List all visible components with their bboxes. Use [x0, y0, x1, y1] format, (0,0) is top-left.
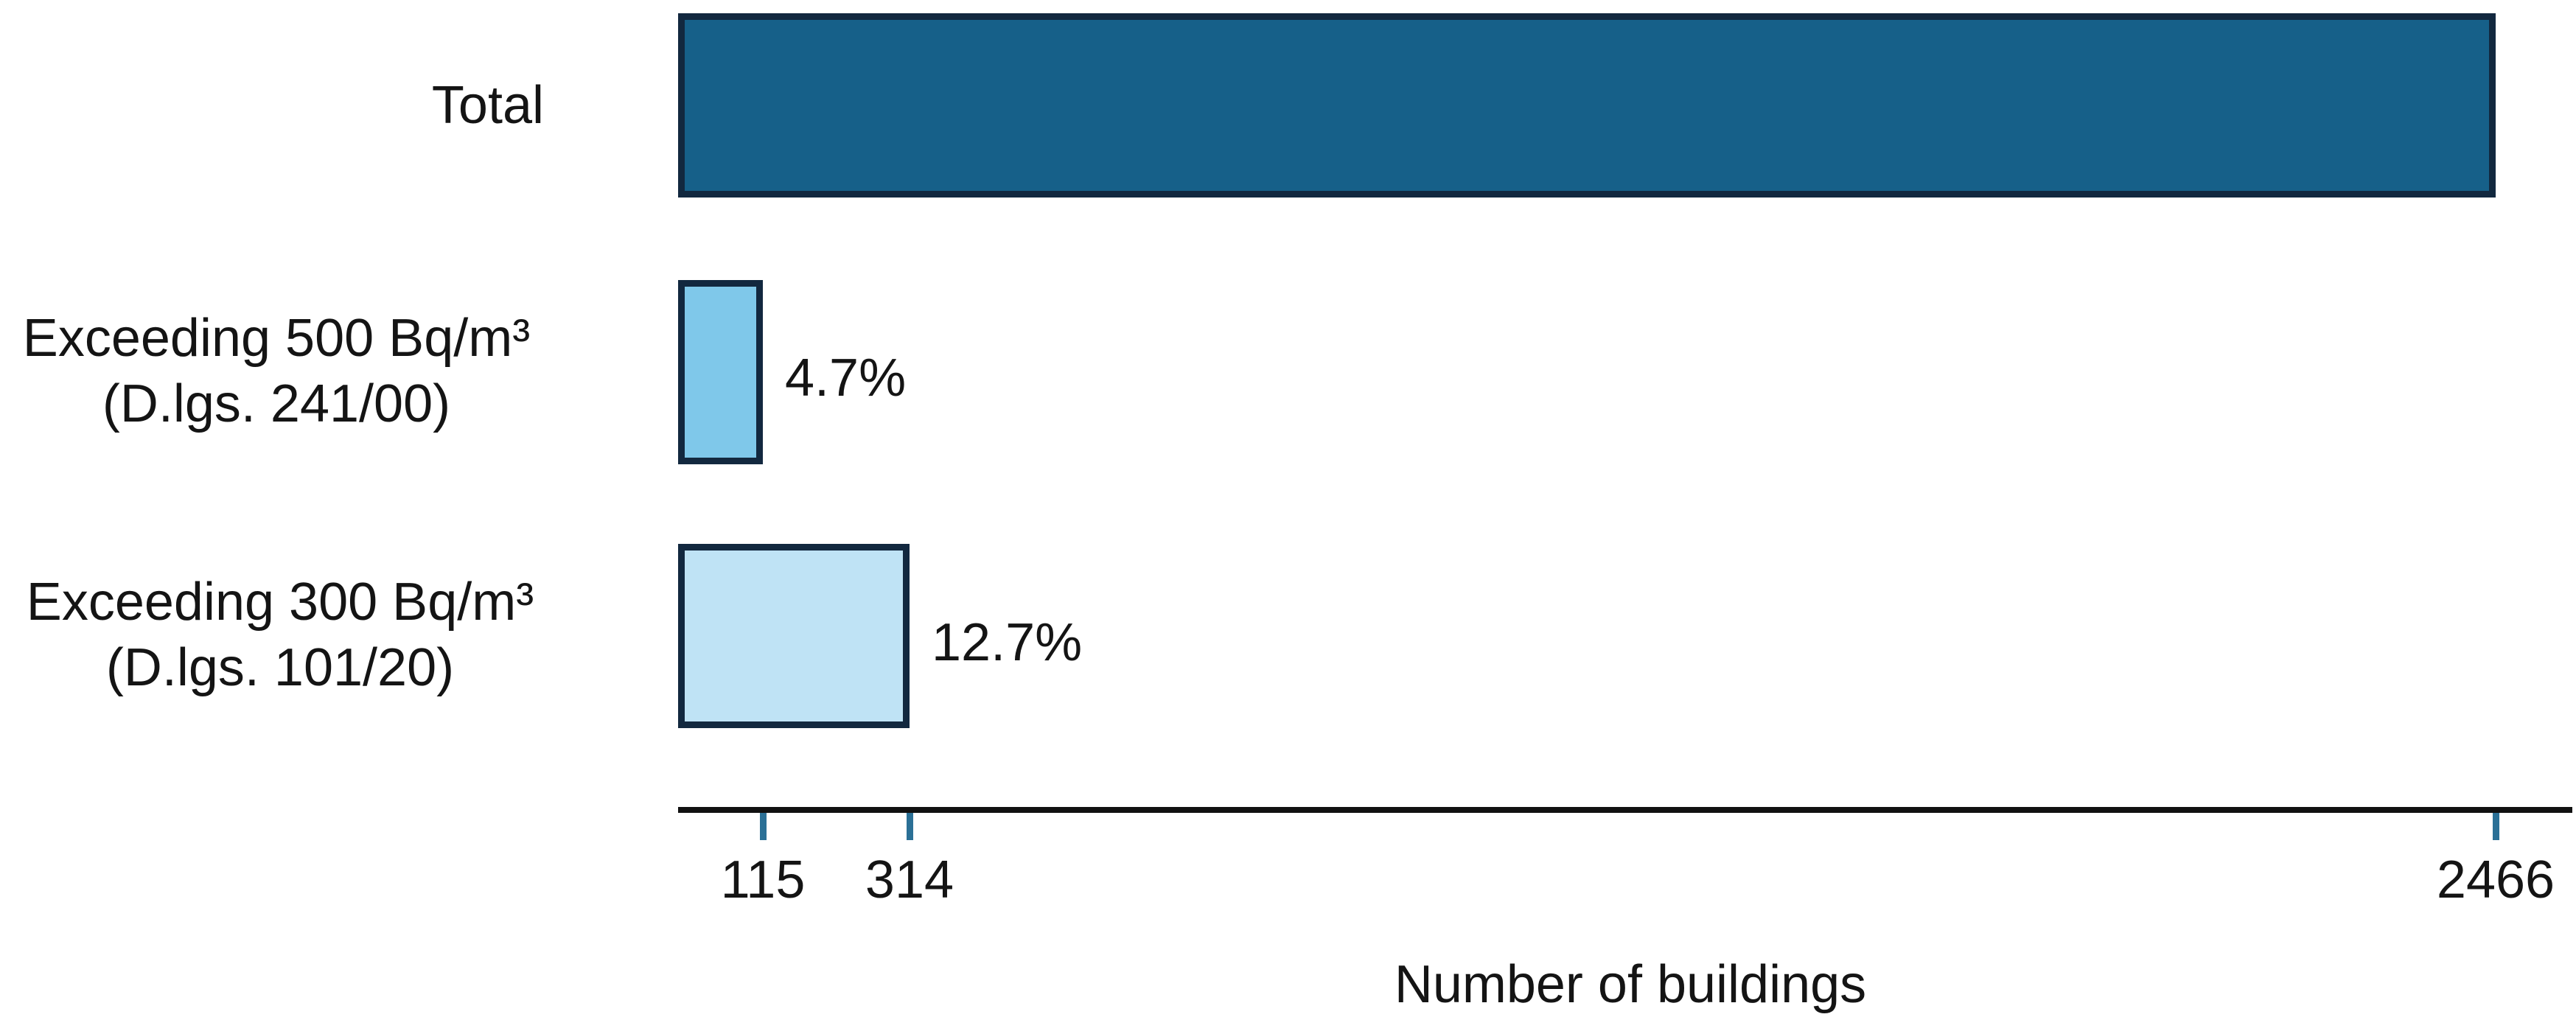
- label-line-2: (D.lgs. 101/20): [105, 638, 455, 697]
- category-label-exceeding-300: Exceeding 300 Bq/m³ (D.lgs. 101/20): [0, 570, 560, 701]
- bar-exceeding-500: [678, 280, 763, 464]
- category-label-exceeding-500: Exceeding 500 Bq/m³ (D.lgs. 241/00): [0, 306, 553, 437]
- percent-label-exceeding-500: 4.7%: [785, 349, 907, 408]
- x-axis-tick-314: [907, 813, 913, 840]
- bar-exceeding-300: [678, 544, 910, 728]
- x-axis-tick-label-2466: 2466: [2436, 850, 2555, 909]
- label-line-1: Total: [431, 76, 544, 135]
- percent-label-exceeding-300: 12.7%: [932, 613, 1083, 672]
- x-axis-line: [678, 807, 2572, 813]
- x-axis-title: Number of buildings: [1394, 955, 1867, 1014]
- label-line-2: (D.lgs. 241/00): [102, 374, 451, 433]
- x-axis-tick-115: [760, 813, 767, 840]
- label-line-1: Exceeding 300 Bq/m³: [26, 573, 534, 632]
- bar-total: [678, 13, 2496, 198]
- category-label-total: Total: [0, 72, 544, 139]
- x-axis-tick-2466: [2493, 813, 2499, 840]
- x-axis-tick-label-115: 115: [720, 850, 806, 909]
- label-line-1: Exceeding 500 Bq/m³: [22, 309, 531, 368]
- x-axis-tick-label-314: 314: [865, 850, 954, 909]
